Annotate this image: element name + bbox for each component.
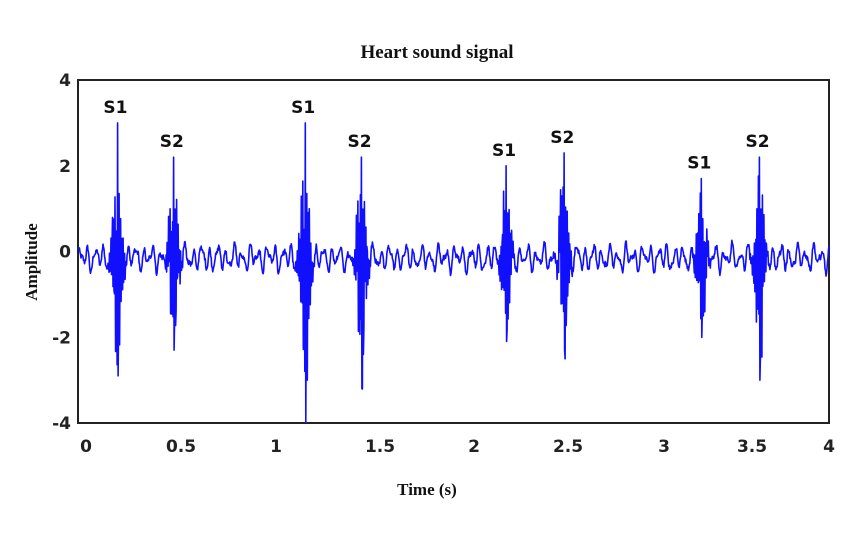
plot-area: S1 S2 S1 S2 S1 S2 S1 S2 xyxy=(77,79,830,424)
event-label-s2: S2 xyxy=(160,132,184,152)
event-annotations: S1 S2 S1 S2 S1 S2 S1 S2 xyxy=(103,98,769,174)
event-label-s1: S1 xyxy=(492,141,516,161)
event-label-s2: S2 xyxy=(745,132,769,152)
x-tick-label: 1 xyxy=(270,437,282,457)
x-axis-label: Time (s) xyxy=(397,480,457,499)
y-axis-label: Amplitude xyxy=(22,223,41,301)
x-tick-label: 4 xyxy=(823,437,835,457)
x-tick-label: 3 xyxy=(658,437,670,457)
event-label-s2: S2 xyxy=(347,132,371,152)
y-tick-label: 0 xyxy=(59,243,71,263)
chart-title: Heart sound signal xyxy=(360,42,513,63)
event-label-s1: S1 xyxy=(291,98,315,118)
x-tick-label: 0 xyxy=(80,437,92,457)
x-tick-label: 3.5 xyxy=(737,437,767,457)
y-tick-label: -4 xyxy=(52,414,71,434)
y-tick-label: -2 xyxy=(52,328,71,348)
event-label-s1: S1 xyxy=(103,98,127,118)
x-tick-label: 1.5 xyxy=(365,437,395,457)
event-label-s1: S1 xyxy=(687,154,711,174)
x-tick-label: 2 xyxy=(468,437,480,457)
y-tick-label: 2 xyxy=(59,157,71,177)
x-tick-label: 0.5 xyxy=(166,437,196,457)
x-tick-label: 2.5 xyxy=(553,437,583,457)
event-label-s2: S2 xyxy=(550,128,574,148)
y-tick-label: 4 xyxy=(59,71,71,91)
x-axis-ticks: 0 0.5 1 1.5 2 2.5 3 3.5 4 xyxy=(80,437,835,457)
signal-line xyxy=(77,122,830,424)
y-axis-ticks: 4 2 0 -2 -4 xyxy=(52,71,71,434)
